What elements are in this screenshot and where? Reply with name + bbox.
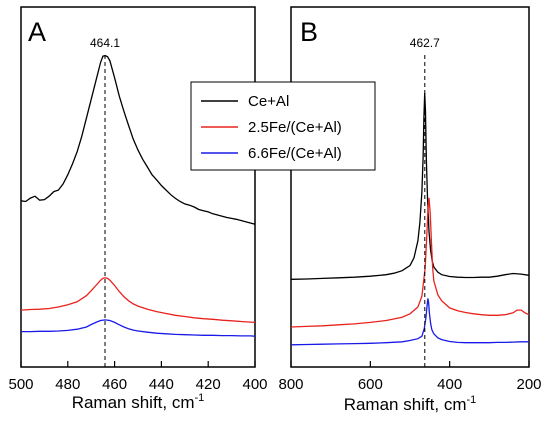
panel-b-label: B <box>300 17 318 47</box>
panel-b: B 462.7 800 600 400 200 Raman shift, cm-1 <box>278 6 542 414</box>
legend-entry-label: 6.6Fe/(Ce+Al) <box>248 145 342 162</box>
panel-b-reference-label: 462.7 <box>410 36 440 50</box>
panel-a: A 464.1 500 480 460 440 420 400 Raman shift, … <box>8 6 268 412</box>
panel-b-frame <box>290 6 530 368</box>
legend-box <box>190 81 376 171</box>
panel-a-x-axis-label: Raman shift, cm-1 <box>72 392 205 412</box>
panel-a-x-ticks: 500 480 460 440 420 400 <box>8 361 268 393</box>
panel-a-label: A <box>28 17 46 47</box>
panel-a-series-1-line <box>20 54 256 225</box>
legend: Ce+Al 2.5Fe/(Ce+Al) 6.6Fe/(Ce+Al) <box>190 81 376 171</box>
panel-b-x-tick-label: 600 <box>358 376 383 393</box>
legend-entry-label: Ce+Al <box>248 93 289 110</box>
panel-b-x-axis-label: Raman shift, cm-1 <box>344 394 477 414</box>
panel-a-x-tick-label: 400 <box>242 376 267 393</box>
panel-a-x-tick-label: 500 <box>8 376 33 393</box>
legend-entry-label: 2.5Fe/(Ce+Al) <box>248 119 342 136</box>
panel-a-x-tick-label: 480 <box>55 376 80 393</box>
panel-a-series-3-line <box>21 319 256 337</box>
panel-b-x-tick-label: 400 <box>437 376 462 393</box>
panel-a-x-tick-label: 420 <box>196 376 221 393</box>
panel-b-x-tick-label: 200 <box>516 376 541 393</box>
panel-b-x-tick-label: 800 <box>278 376 303 393</box>
panel-b-series-2-line <box>290 197 530 328</box>
panel-a-x-tick-label: 440 <box>149 376 174 393</box>
panel-a-plot-area: 464.1 <box>20 36 256 367</box>
panel-b-series-3-line <box>290 298 529 346</box>
panel-b-series-1-line <box>290 93 530 280</box>
panel-a-x-tick-label: 460 <box>102 376 127 393</box>
panel-a-frame <box>20 6 256 368</box>
panel-a-series-2-line <box>20 277 256 324</box>
panel-a-reference-label: 464.1 <box>90 36 120 50</box>
panel-b-plot-area: 462.7 <box>290 36 530 367</box>
panel-b-x-ticks: 800 600 400 200 <box>278 361 542 393</box>
